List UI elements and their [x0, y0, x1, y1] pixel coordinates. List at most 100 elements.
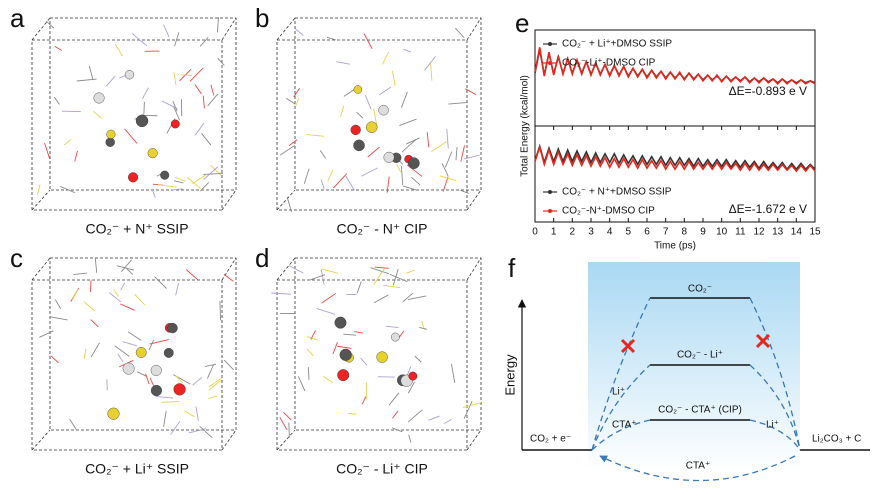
solvent-bond	[83, 348, 87, 359]
x-tick-label: 9	[700, 227, 706, 238]
md-panel	[271, 257, 482, 451]
solvent-bond	[320, 269, 325, 285]
sim-box	[49, 257, 237, 431]
sim-box	[276, 39, 468, 211]
solvent-bond	[90, 319, 99, 328]
solvent-bond	[446, 128, 449, 149]
legend-label: CO₂⁻ + N⁺+DMSO SSIP	[562, 187, 672, 198]
solvent-bond	[69, 418, 77, 430]
solvent-bond	[309, 274, 326, 281]
solvent-bond	[63, 139, 72, 146]
atom	[353, 85, 363, 94]
solvent-bond	[460, 189, 470, 194]
atom	[135, 114, 149, 128]
solvent-bond	[223, 274, 234, 282]
atom	[105, 137, 115, 147]
legend-label: CO₂⁻ + Li⁺+DMSO SSIP	[562, 39, 672, 50]
solvent-bond	[392, 70, 396, 86]
x-tick-label: 5	[626, 227, 632, 238]
path-label: Li⁺	[612, 387, 625, 398]
solvent-bond	[180, 74, 192, 76]
solvent-bond	[173, 180, 184, 184]
solvent-bond	[149, 339, 170, 345]
sim-box-edge	[466, 429, 482, 451]
caption: CO₂⁻ + Li⁺ SSIP	[85, 461, 189, 477]
solvent-bond	[155, 396, 174, 399]
solvent-bond	[442, 176, 449, 192]
solvent-bond	[163, 24, 170, 38]
sim-box-edge	[221, 257, 237, 281]
solvent-bond	[204, 363, 217, 368]
solvent-bond	[424, 56, 436, 71]
solvent-bond	[125, 267, 134, 275]
solvent-bond	[363, 33, 373, 49]
atom	[407, 157, 420, 170]
solvent-bond	[203, 166, 219, 180]
solvent-bond	[402, 292, 414, 303]
solvent-bond	[208, 395, 218, 400]
atom	[93, 92, 105, 104]
atom	[150, 364, 162, 376]
series-line	[534, 144, 816, 173]
solvent-bond	[439, 175, 457, 181]
atom	[353, 139, 365, 152]
solvent-bond	[401, 139, 416, 153]
solvent-bond	[76, 78, 97, 82]
atom	[339, 348, 352, 361]
panel-letter: a	[10, 3, 25, 33]
solvent-bond	[142, 87, 149, 99]
solvent-bond	[403, 48, 412, 53]
solvent-bond	[172, 188, 183, 191]
solvent-bond	[402, 185, 418, 191]
solvent-bond	[271, 292, 292, 295]
solvent-bond	[54, 299, 62, 309]
sim-box-edge	[466, 17, 482, 41]
atom	[107, 407, 120, 420]
solvent-bond	[344, 174, 355, 191]
solvent-bond	[94, 258, 98, 273]
sim-box-edge	[221, 189, 237, 211]
caption: CO₂⁻ - N⁺ CIP	[337, 221, 428, 237]
solvent-bond	[364, 94, 372, 110]
solvent-bond	[391, 427, 403, 433]
legend-swatch	[548, 209, 552, 213]
path-label: CTA⁺	[612, 420, 637, 431]
solvent-bond	[411, 176, 421, 186]
level-label: CO₂⁻	[688, 284, 712, 295]
solvent-bond	[143, 101, 145, 115]
solvent-bond	[279, 145, 296, 156]
solvent-bond	[399, 118, 417, 127]
solvent-bond	[202, 95, 205, 109]
sim-box-edge	[466, 257, 482, 281]
solvent-bond	[191, 174, 207, 185]
annotation: ΔE=-0.893 e V	[729, 84, 807, 98]
solvent-bond	[71, 288, 79, 300]
solvent-bond	[373, 108, 377, 125]
solvent-bond	[151, 188, 156, 198]
solvent-bond	[114, 43, 124, 57]
solvent-bond	[54, 46, 63, 51]
solvent-bond	[374, 266, 389, 269]
diagram-background	[588, 262, 800, 472]
solvent-bond	[320, 179, 325, 190]
atom	[350, 124, 361, 135]
atom	[173, 383, 186, 396]
solvent-bond	[192, 377, 203, 386]
solvent-bond	[378, 86, 392, 96]
solvent-bond	[426, 132, 430, 148]
atom	[124, 70, 135, 80]
x-tick-label: 13	[772, 227, 784, 238]
sim-box-edge	[31, 257, 51, 281]
atom	[366, 121, 378, 133]
solvent-bond	[414, 355, 422, 363]
solvent-bond	[297, 376, 306, 392]
solvent-bond	[333, 173, 348, 189]
solvent-bond	[288, 422, 290, 438]
annotation: ΔE=-1.672 e V	[729, 202, 807, 216]
x-tick-label: 0	[532, 227, 538, 238]
atom	[383, 151, 395, 163]
solvent-bond	[441, 163, 449, 177]
solvent-bond	[199, 426, 213, 439]
solvent-bond	[219, 301, 222, 321]
